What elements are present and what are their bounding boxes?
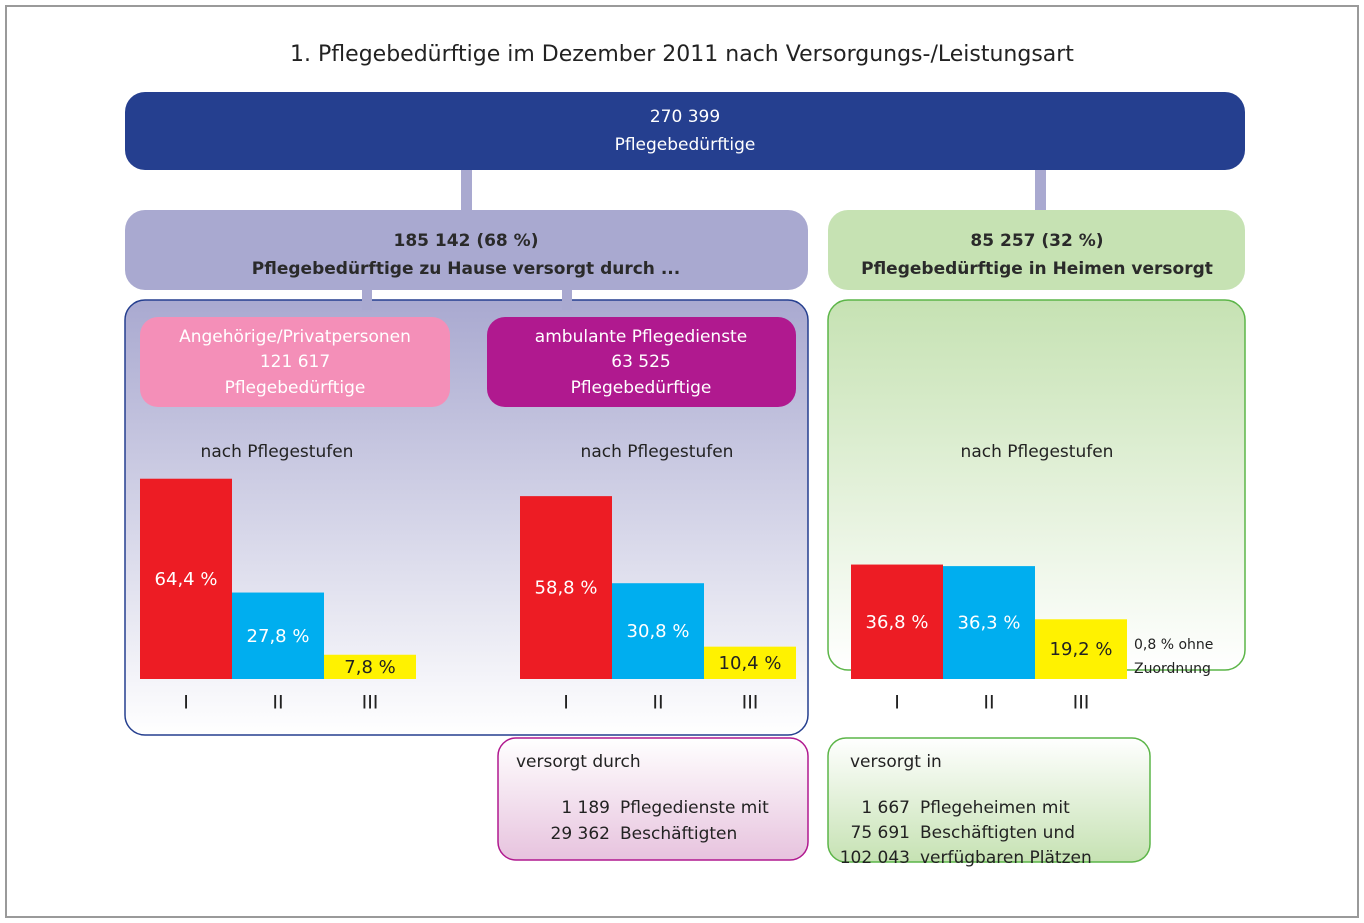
relatives-text: Pflegebedürftige	[225, 378, 366, 398]
connector	[1035, 170, 1046, 210]
bar-label: 30,8 %	[627, 621, 690, 642]
bar-label: 58,8 %	[535, 578, 598, 599]
detail-heading: versorgt in	[850, 752, 942, 772]
total-text: 270 399	[650, 107, 720, 127]
relatives-box	[140, 317, 450, 407]
chart-title: nach Pflegestufen	[961, 442, 1114, 462]
ambulant-box	[487, 317, 796, 407]
x-tick-label: II	[272, 692, 283, 714]
chart-title: nach Pflegestufen	[581, 442, 734, 462]
bar-label: 27,8 %	[247, 626, 310, 647]
detail-text: verfügbaren Plätzen	[920, 848, 1092, 868]
bar	[1035, 619, 1127, 679]
bar	[232, 592, 324, 679]
bar	[324, 654, 416, 679]
x-tick-label: I	[894, 692, 900, 714]
total-text: Pflegebedürftige	[615, 135, 756, 155]
bar-label: 36,3 %	[958, 613, 1021, 634]
institutions-text: 85 257 (32 %)	[970, 231, 1103, 251]
bar	[520, 496, 612, 679]
connector	[461, 170, 472, 210]
institutions-text: Pflegebedürftige in Heimen versorgt	[861, 259, 1213, 279]
detail-text: Pflegedienste mit	[620, 798, 769, 818]
detail-number: 1 189	[561, 798, 610, 818]
total-box	[125, 92, 1245, 170]
connector	[562, 290, 572, 310]
home-box	[125, 210, 808, 290]
detail-number: 29 362	[551, 824, 610, 844]
bar-label: 10,4 %	[719, 653, 782, 674]
bar-label: 7,8 %	[344, 657, 395, 678]
ambulant-text: Pflegebedürftige	[571, 378, 712, 398]
x-tick-label: I	[563, 692, 569, 714]
x-tick-label: II	[983, 692, 994, 714]
annotation: Zuordnung	[1134, 661, 1211, 677]
detail-text: Beschäftigten	[620, 824, 737, 844]
bar-label: 64,4 %	[155, 569, 218, 590]
detail-number: 1 667	[861, 798, 910, 818]
detail-number: 102 043	[840, 848, 910, 868]
bar	[704, 646, 796, 679]
detail-number: 75 691	[851, 823, 910, 843]
x-tick-label: I	[183, 692, 189, 714]
x-tick-label: II	[652, 692, 663, 714]
ambulant-text: ambulante Pflegedienste	[535, 327, 747, 347]
chart-title: nach Pflegestufen	[201, 442, 354, 462]
detail-text: Beschäftigten und	[920, 823, 1075, 843]
institutions-detail-box	[827, 737, 1151, 863]
annotation: 0,8 % ohne	[1134, 637, 1213, 653]
home-text: 185 142 (68 %)	[394, 231, 539, 251]
x-tick-label: III	[1073, 692, 1090, 714]
relatives-text: Angehörige/Privatpersonen	[179, 327, 411, 347]
ambulant-text: 63 525	[611, 352, 670, 372]
bar	[851, 564, 943, 679]
title: 1. Pflegebedürftige im Dezember 2011 nac…	[290, 42, 1074, 67]
relatives-text: 121 617	[260, 352, 330, 372]
home-text: Pflegebedürftige zu Hause versorgt durch…	[252, 259, 680, 279]
ambulant-detail-box	[497, 737, 809, 861]
connector	[362, 290, 372, 310]
bar-label: 36,8 %	[866, 612, 929, 633]
detail-text: Pflegeheimen mit	[920, 798, 1070, 818]
bar-label: 19,2 %	[1050, 639, 1113, 660]
x-tick-label: III	[362, 692, 379, 714]
institutions-box	[828, 210, 1245, 290]
x-tick-label: III	[742, 692, 759, 714]
bar	[612, 583, 704, 679]
bar	[943, 566, 1035, 679]
detail-heading: versorgt durch	[516, 752, 641, 772]
bar	[140, 478, 232, 679]
